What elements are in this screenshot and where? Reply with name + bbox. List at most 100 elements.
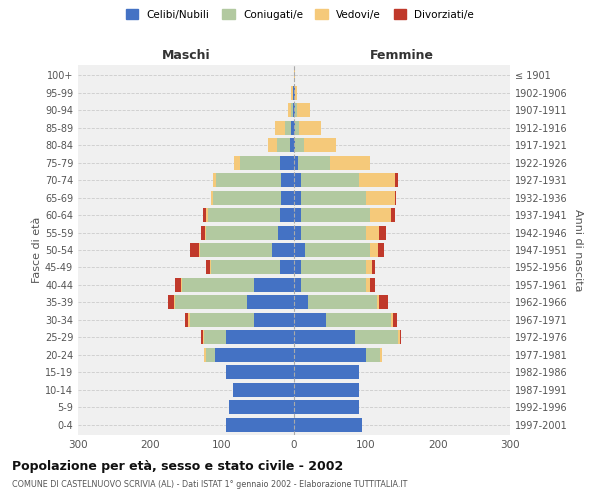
Bar: [366, 260, 372, 274]
Bar: [301, 226, 366, 239]
Bar: [294, 400, 359, 414]
Bar: [395, 173, 398, 187]
Bar: [400, 330, 401, 344]
Bar: [280, 156, 294, 170]
Bar: [206, 348, 215, 362]
Bar: [212, 190, 281, 204]
Bar: [182, 278, 254, 292]
Bar: [291, 86, 293, 100]
Bar: [286, 121, 291, 135]
Bar: [330, 156, 370, 170]
Bar: [295, 121, 299, 135]
Bar: [201, 330, 203, 344]
Bar: [294, 296, 308, 310]
Bar: [205, 226, 206, 239]
Text: Femmine: Femmine: [370, 48, 434, 62]
Bar: [294, 382, 359, 396]
Bar: [181, 278, 182, 292]
Bar: [277, 138, 290, 152]
Bar: [206, 208, 208, 222]
Bar: [294, 86, 295, 100]
Bar: [212, 173, 216, 187]
Bar: [229, 400, 294, 414]
Bar: [379, 296, 388, 310]
Bar: [294, 348, 366, 362]
Bar: [174, 296, 175, 310]
Bar: [190, 313, 254, 327]
Bar: [268, 138, 277, 152]
Bar: [294, 208, 301, 222]
Bar: [208, 208, 280, 222]
Bar: [204, 330, 226, 344]
Bar: [372, 260, 376, 274]
Bar: [295, 86, 297, 100]
Bar: [190, 243, 199, 257]
Bar: [294, 68, 295, 82]
Bar: [216, 173, 281, 187]
Bar: [226, 330, 294, 344]
Bar: [293, 86, 294, 100]
Bar: [366, 278, 370, 292]
Bar: [200, 243, 272, 257]
Bar: [247, 296, 294, 310]
Bar: [293, 104, 294, 118]
Bar: [294, 190, 301, 204]
Bar: [391, 313, 394, 327]
Bar: [294, 226, 301, 239]
Bar: [294, 418, 362, 432]
Bar: [301, 278, 366, 292]
Bar: [301, 260, 366, 274]
Bar: [294, 330, 355, 344]
Bar: [278, 226, 294, 239]
Bar: [201, 226, 205, 239]
Bar: [308, 296, 377, 310]
Bar: [290, 138, 294, 152]
Bar: [226, 418, 294, 432]
Bar: [355, 330, 398, 344]
Bar: [301, 190, 366, 204]
Bar: [204, 348, 206, 362]
Bar: [215, 348, 294, 362]
Bar: [391, 208, 395, 222]
Bar: [398, 330, 400, 344]
Bar: [370, 278, 376, 292]
Bar: [379, 226, 386, 239]
Bar: [233, 382, 294, 396]
Bar: [291, 121, 294, 135]
Bar: [294, 121, 295, 135]
Bar: [394, 313, 397, 327]
Bar: [297, 104, 310, 118]
Bar: [378, 243, 384, 257]
Text: Popolazione per età, sesso e stato civile - 2002: Popolazione per età, sesso e stato civil…: [12, 460, 343, 473]
Bar: [210, 260, 211, 274]
Bar: [287, 104, 291, 118]
Bar: [370, 243, 378, 257]
Bar: [295, 138, 304, 152]
Bar: [280, 208, 294, 222]
Bar: [203, 330, 204, 344]
Text: COMUNE DI CASTELNUOVO SCRIVIA (AL) - Dati ISTAT 1° gennaio 2002 - Elaborazione T: COMUNE DI CASTELNUOVO SCRIVIA (AL) - Dat…: [12, 480, 407, 489]
Bar: [294, 173, 301, 187]
Bar: [294, 313, 326, 327]
Bar: [366, 348, 380, 362]
Bar: [298, 156, 330, 170]
Bar: [294, 260, 301, 274]
Bar: [304, 138, 337, 152]
Bar: [370, 208, 391, 222]
Bar: [234, 156, 240, 170]
Bar: [294, 138, 295, 152]
Bar: [294, 104, 295, 118]
Bar: [366, 190, 395, 204]
Bar: [377, 296, 379, 310]
Bar: [280, 260, 294, 274]
Bar: [275, 121, 286, 135]
Bar: [294, 278, 301, 292]
Bar: [291, 104, 293, 118]
Bar: [299, 121, 320, 135]
Bar: [281, 190, 294, 204]
Bar: [272, 243, 294, 257]
Bar: [395, 190, 396, 204]
Bar: [380, 348, 382, 362]
Bar: [206, 260, 210, 274]
Bar: [254, 313, 294, 327]
